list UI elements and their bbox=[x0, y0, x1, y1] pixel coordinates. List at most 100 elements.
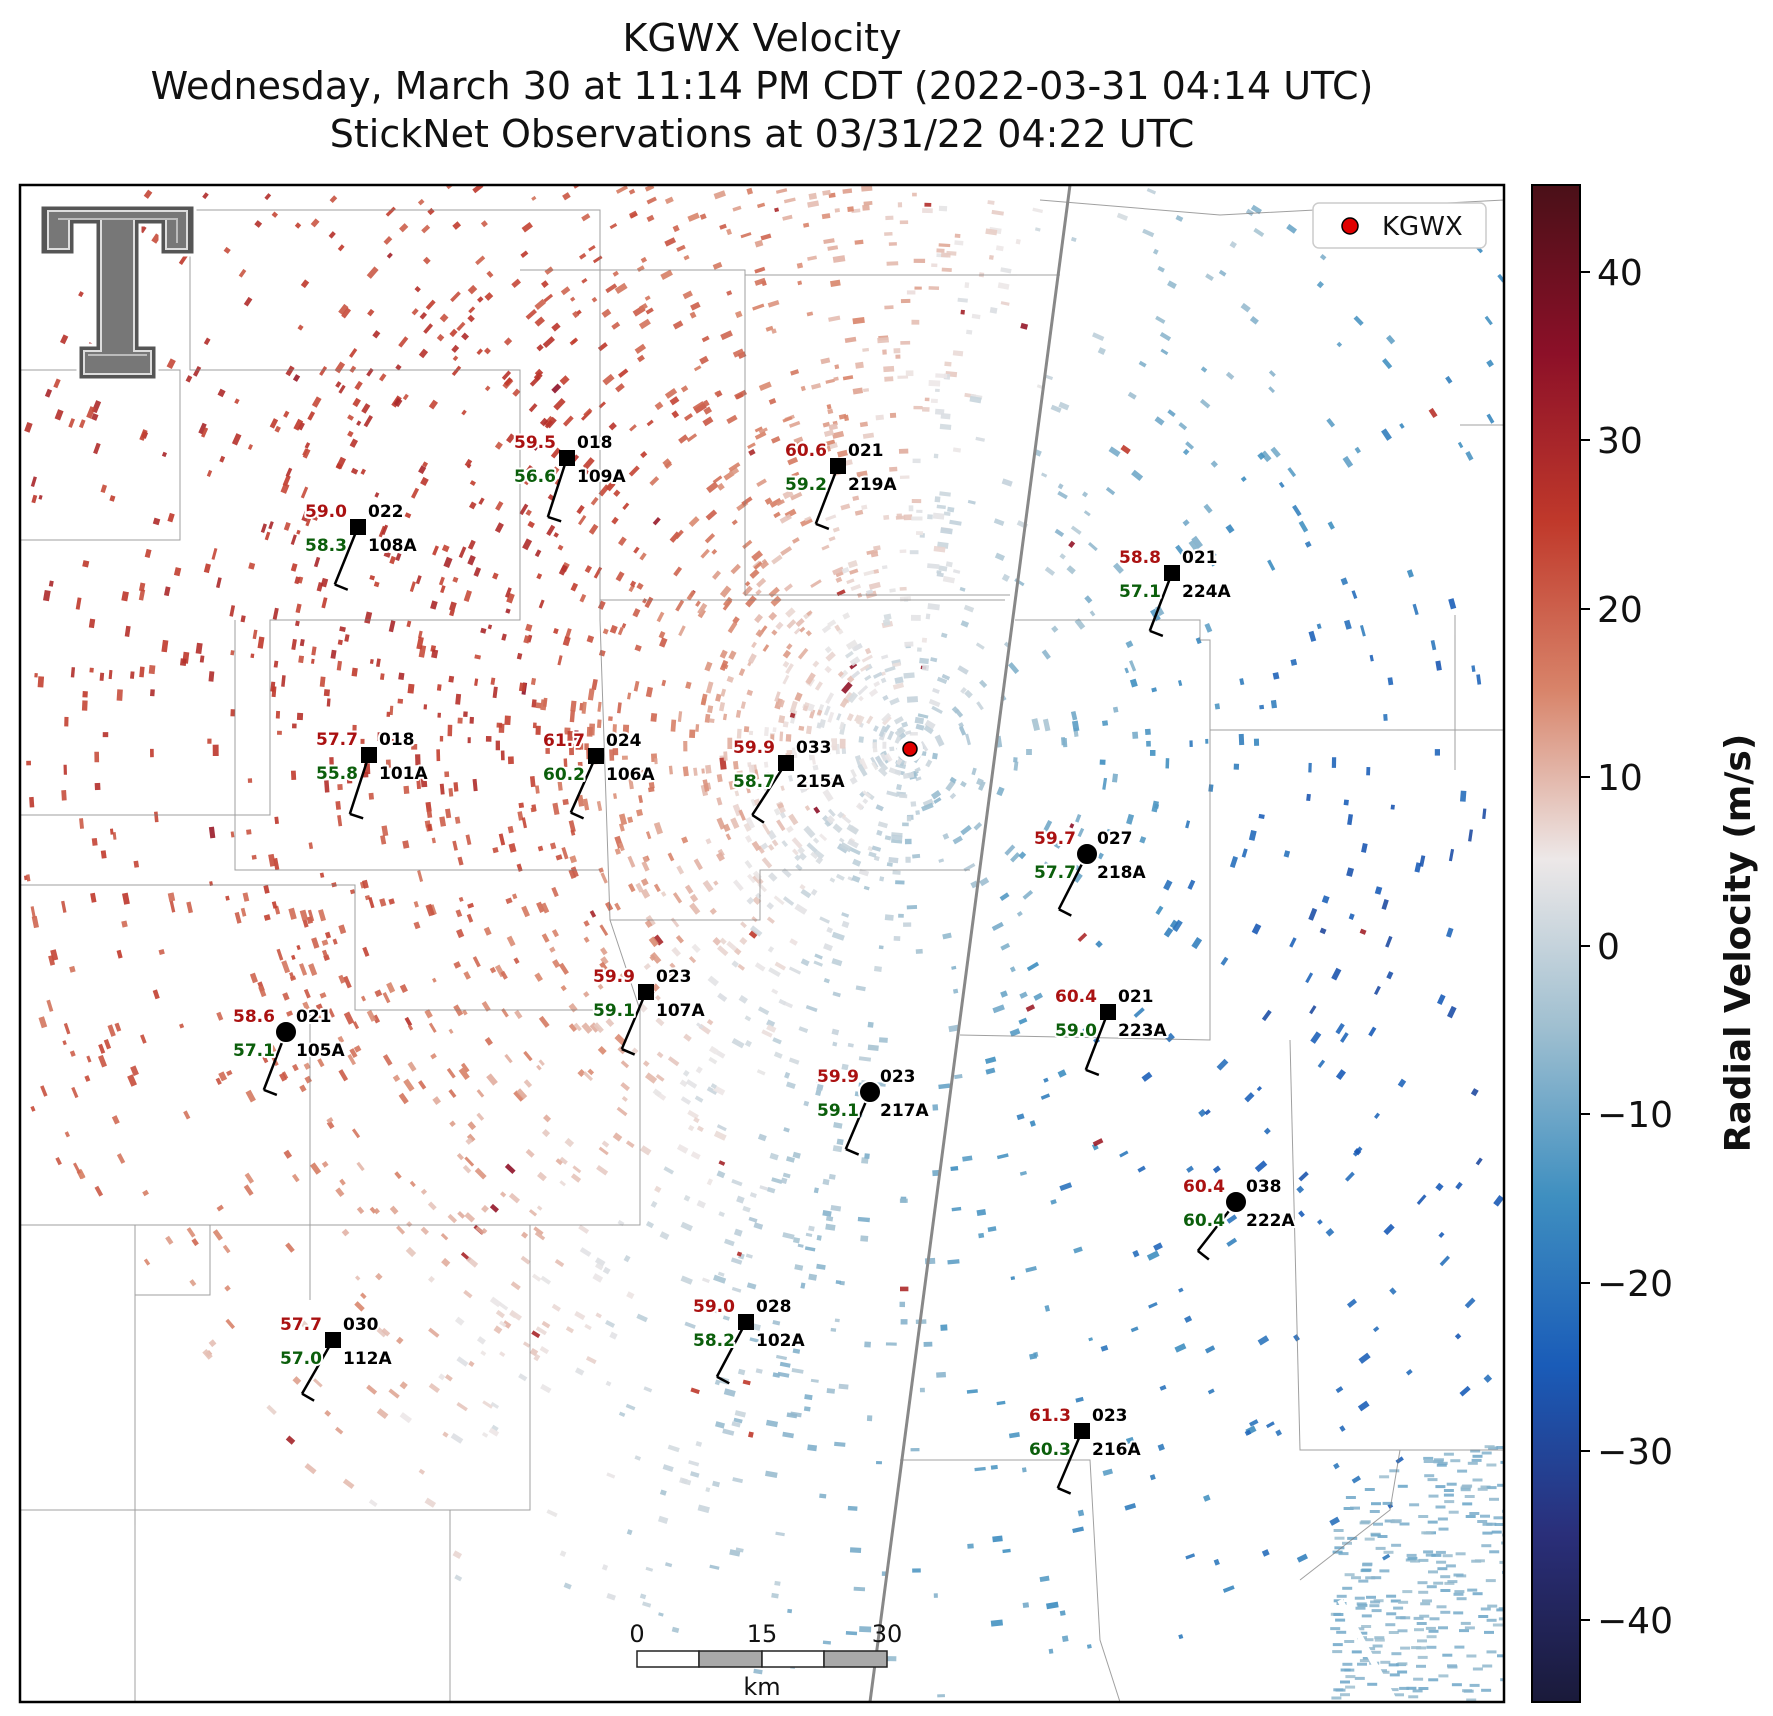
wind-barb-flag bbox=[621, 1047, 636, 1056]
wind-barb-flag bbox=[334, 583, 349, 591]
station-temperature: 61.7 bbox=[543, 731, 585, 751]
wind-barb-shaft bbox=[814, 465, 840, 525]
wind-barb-flag bbox=[1149, 629, 1164, 638]
station-id: 106A bbox=[606, 765, 655, 785]
wind-barb-flag bbox=[263, 1088, 278, 1097]
station-id: 218A bbox=[1097, 863, 1146, 883]
colorbar-tick-label: 20 bbox=[1597, 590, 1643, 631]
station-109A[interactable]: 59.5 018 56.6 109A bbox=[512, 431, 628, 523]
station-222A[interactable]: 60.4 038 60.4 222A bbox=[1181, 1175, 1297, 1261]
colorbar-label: Radial Velocity (m/s) bbox=[1718, 734, 1759, 1153]
station-105A[interactable]: 58.6 021 57.1 105A bbox=[231, 1005, 347, 1097]
title-line-time: Wednesday, March 30 at 11:14 PM CDT (202… bbox=[150, 64, 1374, 108]
wind-barb-shaft bbox=[569, 755, 598, 814]
figure-title: KGWX Velocity Wednesday, March 30 at 11:… bbox=[0, 14, 1524, 158]
county-boundaries bbox=[20, 199, 1504, 1702]
wind-barb-flag bbox=[845, 1147, 860, 1156]
station-218A[interactable]: 59.7 027 57.7 218A bbox=[1032, 827, 1148, 917]
wind-barb-shaft bbox=[1148, 572, 1174, 632]
station-wind-direction: 024 bbox=[606, 731, 642, 751]
station-wind-direction: 022 bbox=[368, 502, 404, 522]
station-marker-square bbox=[559, 450, 575, 466]
station-102A[interactable]: 59.0 028 58.2 102A bbox=[691, 1295, 807, 1385]
station-temperature: 61.3 bbox=[1029, 1406, 1071, 1426]
station-dewpoint: 57.1 bbox=[1119, 582, 1161, 602]
station-dewpoint: 57.0 bbox=[280, 1349, 322, 1369]
station-id: 223A bbox=[1118, 1021, 1167, 1041]
station-108A[interactable]: 59.0 022 58.3 108A bbox=[303, 500, 419, 591]
station-101A[interactable]: 57.7 018 55.8 101A bbox=[314, 728, 430, 820]
station-temperature: 60.4 bbox=[1055, 987, 1097, 1007]
station-223A[interactable]: 60.4 021 59.0 223A bbox=[1053, 985, 1169, 1077]
station-dewpoint: 59.2 bbox=[785, 475, 827, 495]
station-dewpoint: 58.7 bbox=[733, 772, 775, 792]
wind-barb-flag bbox=[570, 811, 585, 820]
station-106A[interactable]: 61.7 024 60.2 106A bbox=[541, 729, 657, 820]
wind-barb-flag bbox=[815, 522, 830, 531]
station-marker-square bbox=[588, 748, 604, 764]
legend-radar-marker bbox=[1341, 217, 1359, 235]
station-224A[interactable]: 58.8 021 57.1 224A bbox=[1117, 546, 1233, 638]
wind-barb-shaft bbox=[1056, 1430, 1084, 1489]
station-wind-direction: 021 bbox=[296, 1007, 332, 1027]
kgwx-radar-site[interactable] bbox=[897, 736, 923, 762]
station-dewpoint: 56.6 bbox=[514, 467, 556, 487]
station-marker-square bbox=[778, 755, 794, 771]
scale-unit: km bbox=[743, 1673, 780, 1701]
station-107A[interactable]: 59.9 023 59.1 107A bbox=[591, 965, 707, 1056]
station-wind-direction: 023 bbox=[1092, 1406, 1128, 1426]
station-217A[interactable]: 59.9 023 59.1 217A bbox=[815, 1065, 931, 1156]
station-marker-square bbox=[830, 458, 846, 474]
wind-barb-shaft bbox=[348, 754, 371, 815]
colorbar-gradient bbox=[1531, 184, 1581, 1703]
wind-barb-flag bbox=[1197, 1249, 1210, 1261]
wind-barb-shaft bbox=[1084, 1011, 1110, 1071]
station-marker-square bbox=[350, 519, 366, 535]
station-219A[interactable]: 60.6 021 59.2 219A bbox=[783, 439, 899, 531]
station-marker-square bbox=[638, 984, 654, 1000]
colorbar-tick-label: 40 bbox=[1597, 253, 1643, 294]
radar-beam-gap bbox=[1337, 1598, 1398, 1702]
station-112A[interactable]: 57.7 030 57.0 112A bbox=[278, 1313, 394, 1402]
station-dewpoint: 57.1 bbox=[233, 1041, 275, 1061]
station-temperature: 60.6 bbox=[785, 441, 827, 461]
station-id: 107A bbox=[656, 1001, 705, 1021]
station-id: 219A bbox=[848, 475, 897, 495]
station-dewpoint: 57.7 bbox=[1034, 863, 1076, 883]
scale-label-start: 0 bbox=[629, 1620, 644, 1648]
station-wind-direction: 023 bbox=[880, 1067, 916, 1087]
wind-barb-flag bbox=[547, 515, 562, 523]
colorbar-tick-label: −20 bbox=[1597, 1264, 1673, 1305]
station-216A[interactable]: 61.3 023 60.3 216A bbox=[1027, 1404, 1143, 1495]
station-temperature: 59.9 bbox=[593, 967, 635, 987]
station-wind-direction: 028 bbox=[756, 1297, 792, 1317]
station-marker-square bbox=[325, 1332, 341, 1348]
station-id: 108A bbox=[368, 536, 417, 556]
colorbar-tick-label: 30 bbox=[1597, 421, 1643, 462]
station-marker-square bbox=[1100, 1004, 1116, 1020]
wind-barb-shaft bbox=[620, 991, 648, 1050]
title-line-radar: KGWX Velocity bbox=[622, 16, 902, 60]
station-id: 224A bbox=[1182, 582, 1231, 602]
colorbar-tick-label: −10 bbox=[1597, 1095, 1673, 1136]
legend-label: KGWX bbox=[1382, 212, 1463, 242]
colorbar-tick-label: −30 bbox=[1597, 1432, 1673, 1473]
station-temperature: 59.9 bbox=[733, 738, 775, 758]
station-wind-direction: 023 bbox=[656, 967, 692, 987]
station-id: 215A bbox=[796, 772, 845, 792]
station-dewpoint: 55.8 bbox=[316, 764, 358, 784]
station-215A[interactable]: 59.9 033 58.7 215A bbox=[731, 736, 847, 824]
station-temperature: 59.9 bbox=[817, 1067, 859, 1087]
station-marker-square bbox=[738, 1314, 754, 1330]
wind-barb-shaft bbox=[715, 1321, 748, 1378]
station-id: 101A bbox=[379, 764, 428, 784]
station-dewpoint: 59.1 bbox=[817, 1101, 859, 1121]
station-temperature: 57.7 bbox=[316, 730, 358, 750]
wind-barb-shaft bbox=[751, 762, 788, 816]
colorbar: 40 30 20 10 0 −10 −20 −30 −40 Radial Velocity (m… bbox=[1531, 184, 1759, 1703]
station-wind-direction: 030 bbox=[343, 1315, 379, 1335]
station-temperature: 59.0 bbox=[693, 1297, 735, 1317]
station-dewpoint: 59.0 bbox=[1055, 1021, 1097, 1041]
station-wind-direction: 021 bbox=[1118, 987, 1154, 1007]
station-dewpoint: 58.2 bbox=[693, 1331, 735, 1351]
